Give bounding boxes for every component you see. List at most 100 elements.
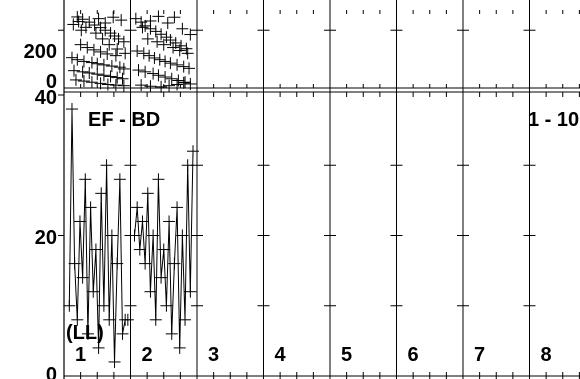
scatter-point-95 — [184, 28, 197, 41]
scatter-point-15 — [109, 49, 122, 62]
scatter-point-96 — [141, 32, 154, 45]
scatter-point-70 — [164, 57, 177, 70]
scatter-point-50 — [99, 17, 112, 29]
scatter-point-44 — [103, 38, 116, 51]
scatter-point-0 — [71, 10, 84, 23]
scatter-point-9 — [117, 35, 130, 48]
line-point-2-22 — [187, 145, 200, 158]
scatter-point-51 — [107, 11, 120, 24]
scatter-point-72 — [177, 60, 190, 73]
scatter-point-38 — [109, 79, 122, 92]
line-point-2-11 — [157, 243, 170, 256]
scatter-point-71 — [171, 58, 184, 71]
scatter-point-36 — [94, 77, 107, 90]
scatter-point-69 — [159, 55, 172, 68]
scatter-point-10 — [74, 38, 87, 51]
column-label-4: 4 — [275, 344, 287, 366]
chart-title: EF - BD — [88, 109, 160, 131]
top-y-tick-200: 200 — [24, 41, 57, 63]
scatter-point-55 — [139, 19, 152, 32]
scatter-point-8 — [112, 32, 125, 45]
line-point-1-12 — [95, 187, 108, 200]
scatter-point-67 — [148, 51, 161, 64]
scatter-point-46 — [119, 47, 132, 60]
bottom-line-panel — [63, 103, 200, 368]
scatter-point-99 — [167, 41, 180, 54]
line-point-1-22 — [121, 313, 134, 326]
scatter-point-65 — [137, 47, 150, 60]
column-label-3: 3 — [208, 344, 219, 366]
scatter-point-86 — [163, 79, 176, 92]
line-point-1-6 — [79, 173, 92, 186]
line-point-1-11 — [92, 341, 105, 354]
scatter-point-60 — [164, 34, 177, 47]
scatter-point-58 — [155, 28, 168, 41]
line-point-2-8 — [149, 313, 162, 326]
line-point-2-10 — [155, 271, 168, 284]
column-label-1: 1 — [75, 344, 86, 366]
scatter-point-57 — [149, 25, 162, 38]
line-point-2-17 — [173, 341, 186, 354]
scatter-point-85 — [155, 80, 168, 93]
bottom-y-tick-20: 20 — [35, 227, 57, 249]
scatter-point-4 — [94, 21, 107, 34]
scatter-point-49 — [92, 12, 105, 25]
scatter-point-42 — [89, 27, 102, 40]
scatter-point-11 — [81, 41, 94, 54]
line-point-2-14 — [165, 327, 178, 340]
line-point-2-21 — [184, 285, 197, 298]
scatter-point-94 — [176, 22, 189, 35]
scatter-point-41 — [79, 21, 92, 34]
line-point-2-12 — [160, 299, 173, 312]
scatter-point-90 — [144, 14, 157, 27]
line-point-1-2 — [68, 257, 81, 270]
scatter-point-33 — [69, 73, 82, 86]
scatter-point-98 — [157, 38, 170, 51]
scatter-point-43 — [96, 32, 109, 45]
scatter-point-53 — [129, 12, 142, 25]
scatter-point-24 — [117, 62, 130, 75]
line-point-2-6 — [144, 285, 157, 298]
line-point-1-20 — [116, 327, 129, 340]
scatter-point-64 — [131, 45, 144, 58]
scatter-point-20 — [91, 57, 104, 70]
scatter-point-78 — [159, 71, 172, 84]
scatter-point-73 — [183, 62, 196, 75]
line-point-2-9 — [152, 173, 165, 186]
scatter-point-76 — [147, 67, 160, 80]
scatter-point-14 — [101, 47, 114, 60]
line-point-2-15 — [168, 257, 181, 270]
line-point-1-17 — [108, 355, 121, 368]
scatter-point-61 — [169, 36, 182, 49]
scatter-point-17 — [71, 53, 84, 66]
scatter-point-18 — [77, 55, 90, 68]
scatter-point-22 — [105, 60, 118, 73]
column-label-5: 5 — [341, 344, 352, 366]
scatter-point-92 — [161, 17, 174, 29]
scatter-point-2 — [83, 16, 96, 29]
scatter-point-21 — [97, 58, 110, 71]
top-y-tick-0: 0 — [46, 71, 57, 93]
line-point-2-1 — [131, 201, 144, 214]
scatter-point-39 — [117, 79, 130, 92]
scatter-point-62 — [175, 39, 188, 52]
scatter-point-27 — [83, 66, 96, 79]
line-point-2-2 — [133, 243, 146, 256]
scatter-point-63 — [180, 42, 193, 55]
line-point-1-16 — [105, 229, 118, 242]
scatter-point-68 — [153, 53, 166, 66]
scatter-point-93 — [168, 11, 181, 24]
scatter-point-88 — [177, 76, 190, 89]
scatter-point-75 — [139, 65, 152, 78]
scatter-point-26 — [76, 65, 89, 78]
line-point-1-5 — [76, 271, 89, 284]
scatter-point-52 — [115, 14, 128, 27]
line-point-1-19 — [113, 173, 126, 186]
column-label-8: 8 — [541, 344, 552, 366]
line-point-2-19 — [179, 313, 192, 326]
line-point-2-13 — [163, 215, 176, 228]
scatter-point-84 — [144, 80, 157, 93]
scatter-point-77 — [152, 69, 165, 82]
scatter-point-40 — [72, 15, 85, 28]
line-point-1-14 — [100, 159, 113, 172]
